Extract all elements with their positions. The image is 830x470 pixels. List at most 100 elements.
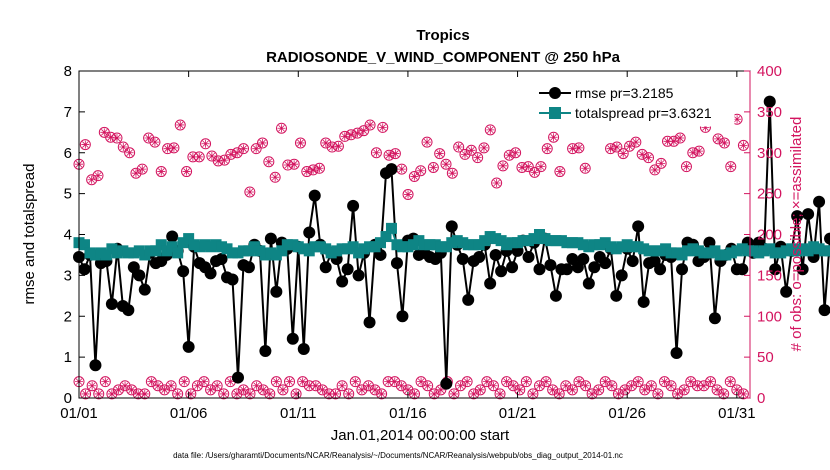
obs-possible-point xyxy=(269,171,281,183)
obs-assimilated-circle xyxy=(218,388,230,400)
obs-possible-point xyxy=(465,144,477,156)
obs-possible-point xyxy=(263,156,275,168)
obs-assimilated-point xyxy=(257,384,269,396)
obs-assimilated-point xyxy=(178,376,190,388)
obs-assimilated-point xyxy=(698,380,710,392)
rmse-point xyxy=(626,255,639,268)
obs-possible-circle xyxy=(364,119,376,131)
obs-possible-star xyxy=(644,153,653,162)
obs-possible-circle xyxy=(446,167,458,179)
obs-assimilated-circle xyxy=(507,380,519,392)
rmse-point xyxy=(297,342,310,355)
obs-assimilated-circle xyxy=(264,388,276,400)
obs-possible-circle xyxy=(415,165,427,177)
obs-possible-circle xyxy=(402,188,414,200)
obs-possible-point xyxy=(358,125,370,137)
obs-assimilated-circle xyxy=(126,384,138,396)
obs-assimilated-circle xyxy=(514,384,526,396)
obs-assimilated-circle xyxy=(586,388,598,400)
obs-assimilated-star xyxy=(430,389,439,398)
obs-assimilated-circle xyxy=(652,388,664,400)
obs-possible-point xyxy=(332,140,344,152)
obs-assimilated-star xyxy=(81,389,90,398)
obs-possible-star xyxy=(87,175,96,184)
obs-assimilated-star xyxy=(706,377,715,386)
obs-assimilated-point xyxy=(316,384,328,396)
obs-assimilated-point xyxy=(126,384,138,396)
obs-assimilated-star xyxy=(732,385,741,394)
obs-assimilated-point xyxy=(165,380,177,392)
obs-possible-circle xyxy=(377,121,389,133)
obs-possible-star xyxy=(625,142,634,151)
obs-possible-circle xyxy=(649,164,661,176)
obs-assimilated-star xyxy=(528,389,537,398)
obs-assimilated-point xyxy=(533,380,545,392)
obs-possible-point xyxy=(339,130,351,142)
obs-possible-circle xyxy=(465,144,477,156)
obs-possible-star xyxy=(353,129,362,138)
obs-assimilated-star xyxy=(713,385,722,394)
obs-assimilated-star xyxy=(607,381,616,390)
obs-assimilated-point xyxy=(428,388,440,400)
obs-possible-star xyxy=(442,160,451,169)
obs-assimilated-circle xyxy=(573,376,585,388)
obs-assimilated-circle xyxy=(277,384,289,396)
spread-point xyxy=(824,245,830,257)
obs-possible-star xyxy=(226,150,235,159)
obs-assimilated-star xyxy=(574,377,583,386)
obs-possible-point xyxy=(655,157,667,169)
obs-possible-star xyxy=(176,120,185,129)
rmse-point xyxy=(264,232,277,245)
obs-assimilated-circle xyxy=(468,388,480,400)
rmse-point xyxy=(654,263,667,276)
obs-assimilated-star xyxy=(535,381,544,390)
obs-possible-circle xyxy=(244,186,256,198)
obs-possible-point xyxy=(611,141,623,153)
obs-possible-circle xyxy=(238,143,250,155)
obs-possible-point xyxy=(149,136,161,148)
obs-possible-point xyxy=(636,148,648,160)
obs-assimilated-circle xyxy=(658,376,670,388)
obs-possible-star xyxy=(321,138,330,147)
obs-possible-point xyxy=(522,161,534,173)
obs-assimilated-point xyxy=(553,388,565,400)
spread-point xyxy=(166,241,178,253)
obs-assimilated-star xyxy=(693,381,702,390)
obs-assimilated-circle xyxy=(145,376,157,388)
obs-possible-star xyxy=(290,160,299,169)
obs-assimilated-circle xyxy=(310,380,322,392)
obs-assimilated-circle xyxy=(626,380,638,392)
obs-assimilated-circle xyxy=(290,388,302,400)
obs-possible-point xyxy=(617,148,629,160)
obs-assimilated-star xyxy=(88,381,97,390)
obs-possible-circle xyxy=(541,143,553,155)
obs-possible-star xyxy=(688,148,697,157)
obs-assimilated-star xyxy=(699,381,708,390)
obs-assimilated-circle xyxy=(685,376,697,388)
obs-possible-star xyxy=(676,134,685,143)
obs-possible-point xyxy=(440,158,452,170)
obs-assimilated-circle xyxy=(178,376,190,388)
obs-assimilated-point xyxy=(112,384,124,396)
obs-assimilated-point xyxy=(514,384,526,396)
rmse-point xyxy=(615,269,628,282)
rmse-point xyxy=(89,359,102,372)
obs-possible-point xyxy=(643,152,655,164)
y-tick-label: 1 xyxy=(64,349,72,366)
spread-point xyxy=(172,247,184,259)
obs-possible-star xyxy=(714,134,723,143)
obs-assimilated-point xyxy=(205,384,217,396)
obs-assimilated-circle xyxy=(501,376,513,388)
x-tick-label: 01/06 xyxy=(170,405,208,422)
obs-possible-star xyxy=(581,164,590,173)
obs-assimilated-star xyxy=(134,389,143,398)
obs-assimilated-point xyxy=(711,384,723,396)
obs-assimilated-circle xyxy=(172,388,184,400)
rmse-point xyxy=(522,250,535,263)
obs-possible-star xyxy=(112,134,121,143)
obs-assimilated-point xyxy=(586,388,598,400)
obs-possible-point xyxy=(497,160,509,172)
obs-assimilated-star xyxy=(186,389,195,398)
obs-assimilated-circle xyxy=(349,376,361,388)
rmse-point xyxy=(495,265,508,278)
